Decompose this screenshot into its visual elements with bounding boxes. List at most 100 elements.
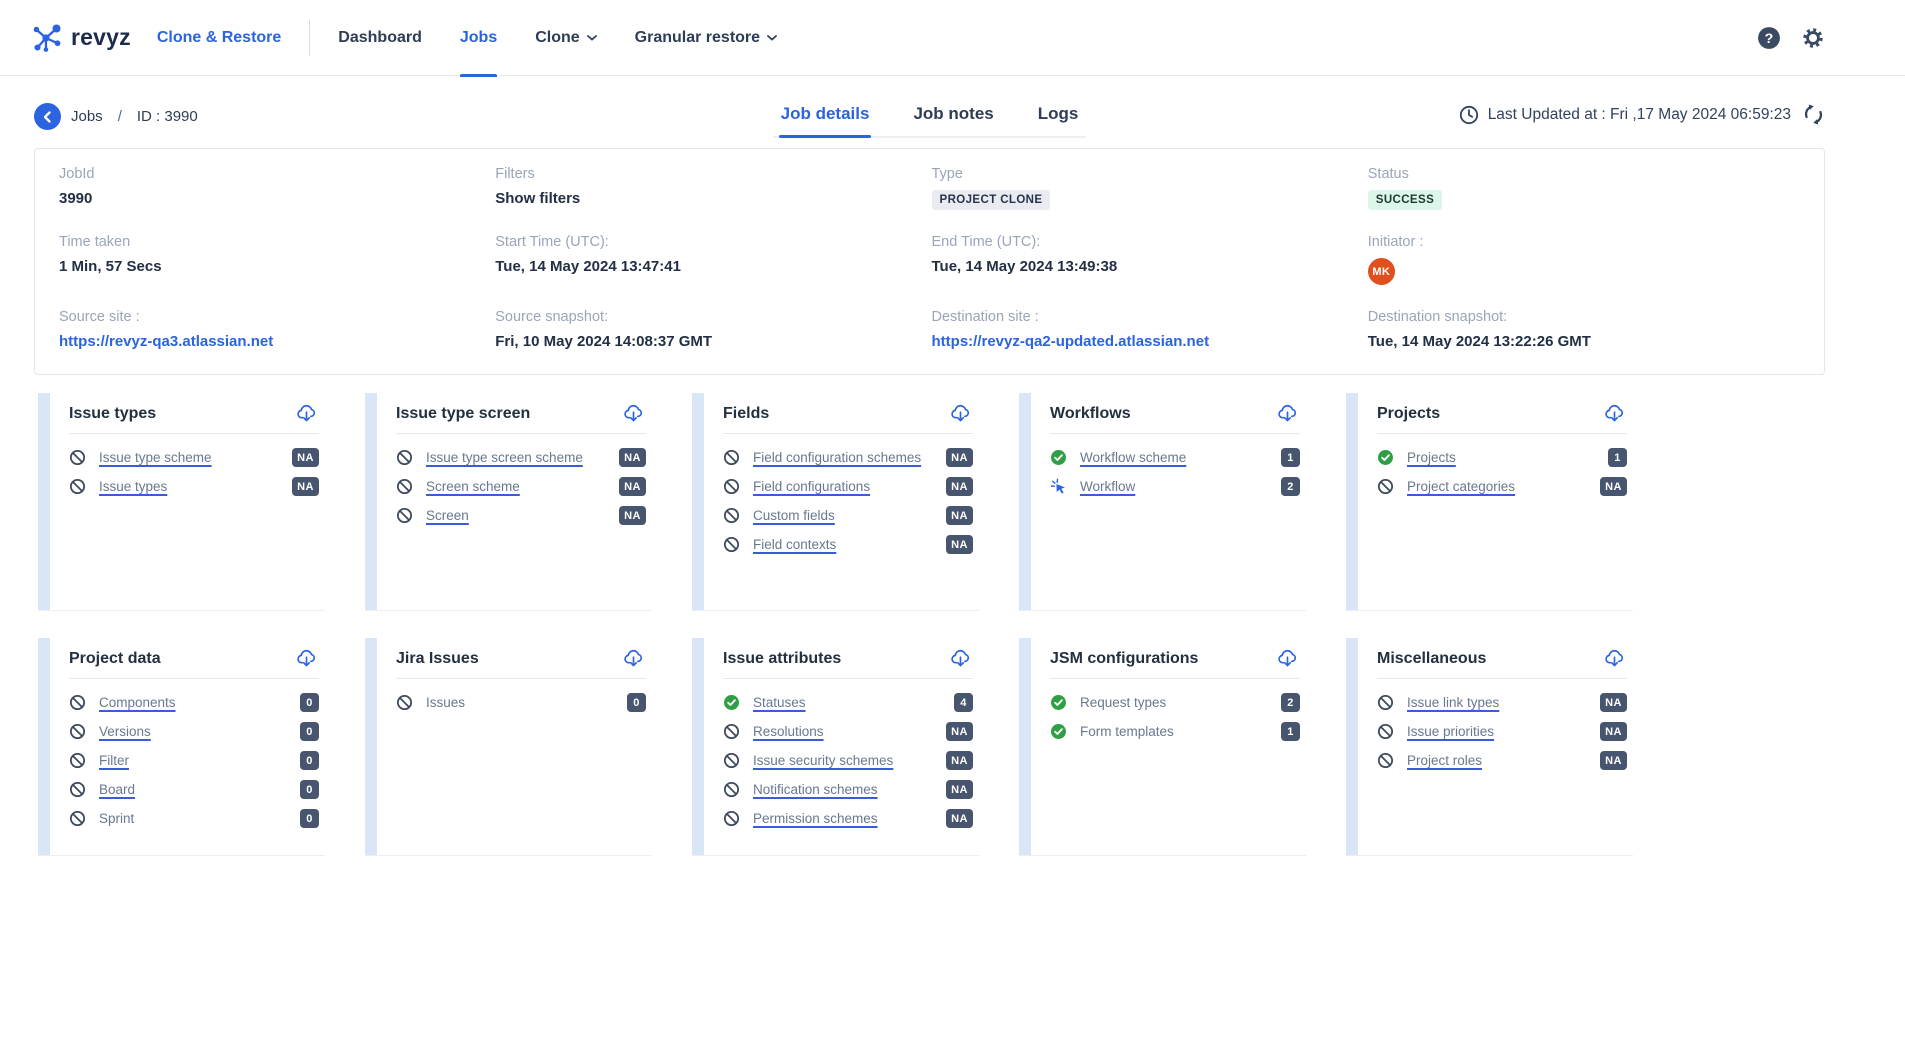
item-label[interactable]: Filter [99, 753, 129, 768]
refresh-icon[interactable] [1802, 103, 1825, 126]
card-items: Field configuration schemes NA Field con… [723, 434, 973, 559]
item-label[interactable]: Field configuration schemes [753, 450, 922, 465]
item-label[interactable]: Permission schemes [753, 811, 878, 826]
item-label[interactable]: Notification schemes [753, 782, 878, 797]
summary-label: JobId [59, 166, 95, 182]
summary-value[interactable]: https://revyz-qa3.atlassian.net [59, 333, 274, 350]
summary-initiator: Initiator : MK [1367, 234, 1804, 285]
check-icon [1050, 723, 1067, 740]
item-label[interactable]: Projects [1407, 450, 1456, 465]
molecule-logo-icon [28, 19, 66, 57]
item-resolutions: Resolutions NA [723, 717, 973, 746]
item-label[interactable]: Issue type scheme [99, 450, 212, 465]
summary-label: Status [1367, 166, 1409, 182]
cloud-download-icon[interactable] [1604, 648, 1625, 669]
item-issues: Issues 0 [396, 688, 646, 717]
item-issue-priorities: Issue priorities NA [1377, 717, 1627, 746]
item-count-badge: NA [946, 751, 973, 770]
check-icon [1377, 449, 1394, 466]
item-label[interactable]: Statuses [753, 695, 806, 710]
back-button[interactable] [34, 103, 61, 130]
cloud-download-icon[interactable] [296, 403, 317, 424]
item-label[interactable]: Workflow scheme [1080, 450, 1187, 465]
nav-item-granular-restore[interactable]: Granular restore [635, 0, 777, 76]
cloud-download-icon[interactable] [296, 648, 317, 669]
card-issue-attributes: Issue attributes Statuses 4 Resolutions … [692, 638, 979, 856]
chevron-left-icon [40, 109, 56, 125]
tab-logs[interactable]: Logs [1037, 104, 1079, 123]
summary-label: Type [931, 166, 963, 182]
tab-job-notes[interactable]: Job notes [913, 104, 994, 123]
gear-icon[interactable] [1801, 26, 1825, 50]
item-field-configuration-schemes: Field configuration schemes NA [723, 443, 973, 472]
card-jira-issues: Jira Issues Issues 0 [365, 638, 652, 856]
cloud-download-icon[interactable] [623, 648, 644, 669]
item-label[interactable]: Issue link types [1407, 695, 1500, 710]
tab-job-details[interactable]: Job details [778, 98, 872, 138]
cursor-click-icon [1050, 478, 1067, 495]
blocked-icon [396, 507, 413, 524]
brand[interactable]: revyz [28, 19, 131, 57]
summary-label: Destination site : [931, 309, 1039, 325]
blocked-icon [69, 449, 86, 466]
summary-value[interactable]: Show filters [495, 190, 581, 207]
item-filter: Filter 0 [69, 746, 319, 775]
item-count-badge: 1 [1281, 448, 1300, 467]
item-label[interactable]: Field configurations [753, 479, 871, 494]
blocked-icon [723, 507, 740, 524]
item-count-badge: NA [946, 809, 973, 828]
item-label[interactable]: Field contexts [753, 537, 837, 552]
item-label[interactable]: Project roles [1407, 753, 1483, 768]
cloud-download-icon[interactable] [1604, 403, 1625, 424]
breadcrumb-jobs-link[interactable]: Jobs [71, 108, 103, 125]
item-field-configurations: Field configurations NA [723, 472, 973, 501]
card-items: Components 0 Versions 0 Filter 0 Board 0… [69, 679, 319, 833]
summary-value[interactable]: https://revyz-qa2-updated.atlassian.net [931, 333, 1210, 350]
summary-filters: Filters Show filters [495, 166, 931, 210]
item-label[interactable]: Custom fields [753, 508, 835, 523]
card-header: Issue attributes [723, 644, 973, 679]
card-project-data: Project data Components 0 Versions 0 Fil… [38, 638, 325, 856]
item-count-badge: 0 [627, 693, 646, 712]
summary-status: Status SUCCESS [1367, 166, 1804, 210]
nav-item-dashboard[interactable]: Dashboard [338, 0, 422, 76]
item-label[interactable]: Project categories [1407, 479, 1516, 494]
item-statuses: Statuses 4 [723, 688, 973, 717]
item-count-badge: NA [946, 448, 973, 467]
nav-item-label: Granular restore [634, 28, 761, 46]
nav-item-jobs[interactable]: Jobs [459, 0, 498, 77]
item-label[interactable]: Screen [426, 508, 469, 523]
item-label[interactable]: Issue priorities [1407, 724, 1495, 739]
cloud-download-icon[interactable] [1277, 403, 1298, 424]
cloud-download-icon[interactable] [1277, 648, 1298, 669]
item-count-badge: 0 [300, 722, 319, 741]
item-label[interactable]: Issue types [99, 479, 168, 494]
nav-item-label: Dashboard [338, 28, 422, 46]
item-count-badge: 1 [1281, 722, 1300, 741]
item-label[interactable]: Board [99, 782, 136, 797]
nav-item-clone[interactable]: Clone [535, 0, 596, 76]
help-icon[interactable] [1757, 26, 1781, 50]
blocked-icon [69, 781, 86, 798]
nav-item-label: Clone [535, 28, 580, 46]
item-label[interactable]: Components [99, 695, 176, 710]
card-header: Jira Issues [396, 644, 646, 679]
item-screen-scheme: Screen scheme NA [396, 472, 646, 501]
item-label[interactable]: Versions [99, 724, 151, 739]
item-label[interactable]: Issue type screen scheme [426, 450, 583, 465]
item-label[interactable]: Issue security schemes [753, 753, 894, 768]
blocked-icon [69, 810, 86, 827]
item-label[interactable]: Workflow [1080, 479, 1136, 494]
blocked-icon [69, 723, 86, 740]
cloud-download-icon[interactable] [950, 648, 971, 669]
item-count-badge: 0 [300, 780, 319, 799]
item-issue-security-schemes: Issue security schemes NA [723, 746, 973, 775]
item-label[interactable]: Screen scheme [426, 479, 520, 494]
cloud-download-icon[interactable] [950, 403, 971, 424]
item-count-badge: NA [946, 477, 973, 496]
item-project-categories: Project categories NA [1377, 472, 1627, 501]
card-issue-type-screen: Issue type screen Issue type screen sche… [365, 393, 652, 611]
item-label[interactable]: Resolutions [753, 724, 824, 739]
summary-value: PROJECT CLONE [931, 190, 1051, 210]
cloud-download-icon[interactable] [623, 403, 644, 424]
